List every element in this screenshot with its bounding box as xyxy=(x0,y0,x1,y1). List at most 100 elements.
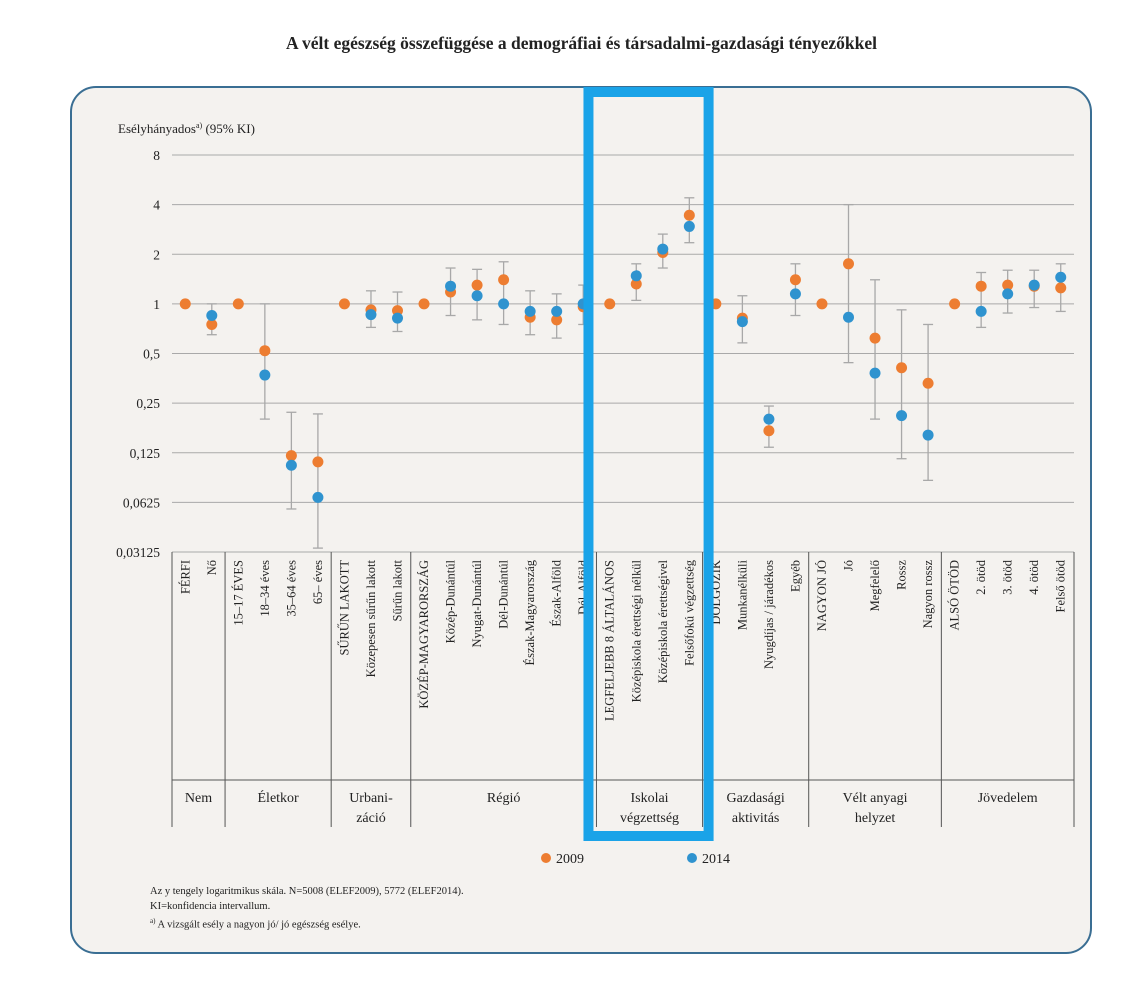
point-2014 xyxy=(1028,279,1040,291)
point-2014 xyxy=(471,290,483,302)
category-label: LEGFELJEBB 8 ÁLTALÁNOS xyxy=(603,560,617,721)
footnote-ki: KI=konfidencia intervallum. xyxy=(150,901,271,912)
group-label: végzettség xyxy=(620,811,679,826)
point-2014 xyxy=(975,305,987,317)
y-tick-label: 0,0625 xyxy=(123,495,160,510)
point-2014 xyxy=(312,491,324,503)
point-2009 xyxy=(259,345,271,357)
category-label: NAGYON JÓ xyxy=(815,560,829,631)
category-label: Jó xyxy=(842,560,856,571)
point-2014 xyxy=(922,429,934,441)
footnotes: Az y tengely logaritmikus skála. N=5008 … xyxy=(150,884,464,933)
y-tick-label: 0,125 xyxy=(130,446,161,461)
category-label: Munkanélküli xyxy=(735,559,749,630)
group-label: Gazdasági xyxy=(726,791,784,806)
point-2009 xyxy=(630,278,642,290)
footnote-odds-text: A vizsgált esély a nagyon jó/ jó egészsé… xyxy=(157,919,361,931)
group-label: Iskolai xyxy=(630,791,668,806)
category-label: ALSÓ ÖTÖD xyxy=(948,560,962,630)
point-2014 xyxy=(1055,271,1067,283)
group-label: záció xyxy=(356,811,386,826)
point-2009 xyxy=(869,332,881,344)
category-label: Megfelelő xyxy=(868,560,882,611)
point-2009 xyxy=(206,318,218,330)
point-2009 xyxy=(285,450,297,462)
category-label: 15–17 ÉVES xyxy=(231,560,245,626)
y-tick-label: 4 xyxy=(153,198,160,213)
y-tick-label: 1 xyxy=(153,297,160,312)
point-2009 xyxy=(551,314,563,326)
point-2014 xyxy=(1002,288,1014,300)
point-2009 xyxy=(1002,279,1014,291)
footnote-log-scale: Az y tengely logaritmikus skála. N=5008 … xyxy=(150,886,464,897)
point-2014 xyxy=(630,270,642,282)
point-2009 xyxy=(471,279,483,291)
category-label: Észak-Alföld xyxy=(550,559,564,626)
y-tick-label: 0,03125 xyxy=(116,545,160,560)
group-label: Vélt anyagi xyxy=(843,791,908,806)
point-2014 xyxy=(551,305,563,317)
y-axis-label-superscript: a) xyxy=(196,121,203,130)
category-label: KÖZÉP-MAGYARORSZÁG xyxy=(417,560,431,709)
category-label: 2. ötöd xyxy=(974,559,988,594)
point-2014 xyxy=(206,310,218,322)
footnote-marker: a) xyxy=(150,917,156,925)
category-label: Felsőfokú végzettség xyxy=(682,559,696,666)
category-label: Egyéb xyxy=(788,560,802,592)
point-2014 xyxy=(843,311,854,323)
point-2014 xyxy=(498,298,510,310)
y-tick-label: 0,25 xyxy=(136,396,160,411)
point-2014 xyxy=(365,309,377,321)
category-label: SŰRŰN LAKOTT xyxy=(337,560,351,656)
point-2014 xyxy=(789,288,801,300)
category-label: Dél-Dunántúl xyxy=(497,559,511,628)
point-2009 xyxy=(922,377,934,389)
point-2009 xyxy=(683,209,695,221)
point-2014 xyxy=(259,369,271,381)
point-2014 xyxy=(896,410,908,422)
category-label: 35–64 éves xyxy=(284,560,298,617)
category-label: Felső ötöd xyxy=(1054,559,1068,612)
point-2014 xyxy=(524,305,536,317)
point-2009 xyxy=(179,298,191,310)
category-label: FÉRFI xyxy=(178,560,192,594)
point-2009 xyxy=(338,298,350,310)
y-axis-label-suffix: (95% KI) xyxy=(202,121,255,136)
category-label: Észak-Magyarország xyxy=(523,559,537,665)
category-label: 65– éves xyxy=(311,560,325,604)
y-axis-label-main: Esélyhányados xyxy=(118,121,196,136)
point-2014 xyxy=(392,312,403,324)
point-2014 xyxy=(869,367,881,379)
group-label: aktivitás xyxy=(732,811,779,826)
legend-marker-2014 xyxy=(687,853,697,863)
point-2014 xyxy=(683,220,695,232)
point-2014 xyxy=(285,459,297,471)
y-axis-label: Esélyhányadosa) (95% KI) xyxy=(118,121,255,136)
category-label: Nő xyxy=(205,560,219,575)
point-2009 xyxy=(843,258,854,270)
point-2009 xyxy=(604,298,616,310)
group-label: Jövedelem xyxy=(978,791,1038,806)
point-2014 xyxy=(763,413,775,425)
y-tick-label: 2 xyxy=(153,247,160,262)
category-label: Nyugat-Dunántúl xyxy=(470,559,484,647)
point-2009 xyxy=(949,298,961,310)
legend-label-2009: 2009 xyxy=(556,852,584,867)
group-label: Nem xyxy=(185,791,212,806)
page-title: A vélt egészség összefüggése a demográfi… xyxy=(285,33,877,53)
category-label: 3. ötöd xyxy=(1001,559,1015,594)
point-2009 xyxy=(1055,282,1067,294)
category-label: 18–34 éves xyxy=(258,560,272,617)
point-2014 xyxy=(657,243,669,255)
point-2009 xyxy=(896,362,908,374)
point-2009 xyxy=(312,456,324,468)
point-2009 xyxy=(418,298,430,310)
category-label: Közepesen sűrűn lakott xyxy=(364,559,378,677)
group-label: Régió xyxy=(487,791,520,806)
highlight-box xyxy=(583,87,714,841)
footnote-odds: a) A vizsgált esély a nagyon jó/ jó egés… xyxy=(150,914,464,933)
group-label: helyzet xyxy=(855,811,896,826)
category-label: Középiskola érettségivel xyxy=(656,559,670,683)
point-2009 xyxy=(789,274,801,286)
